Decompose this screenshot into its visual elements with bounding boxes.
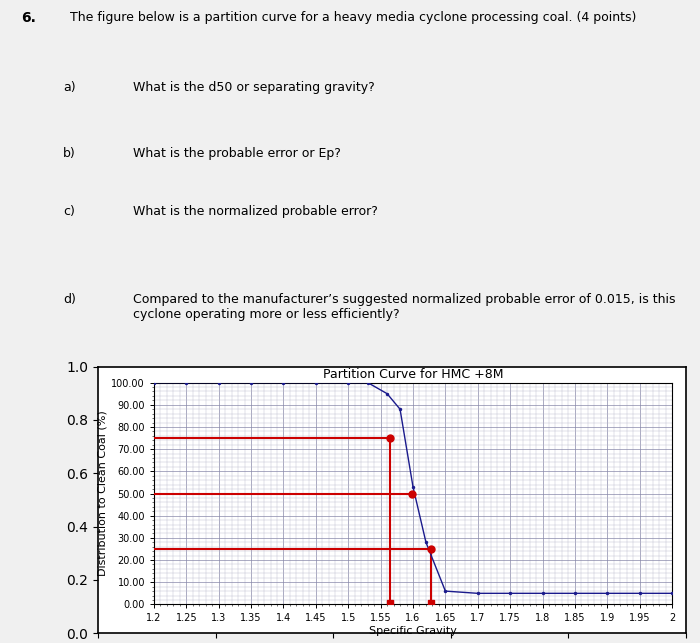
Text: c): c) xyxy=(63,205,75,218)
Text: What is the normalized probable error?: What is the normalized probable error? xyxy=(133,205,378,218)
X-axis label: Specific Gravity: Specific Gravity xyxy=(369,626,457,636)
Text: What is the probable error or Ep?: What is the probable error or Ep? xyxy=(133,147,341,159)
Text: d): d) xyxy=(63,293,76,306)
Text: The figure below is a partition curve for a heavy media cyclone processing coal.: The figure below is a partition curve fo… xyxy=(70,11,636,24)
Text: a): a) xyxy=(63,80,76,94)
Text: What is the d50 or separating gravity?: What is the d50 or separating gravity? xyxy=(133,80,374,94)
Y-axis label: Distribution to Clean Coal (%): Distribution to Clean Coal (%) xyxy=(97,411,107,576)
Title: Partition Curve for HMC +8M: Partition Curve for HMC +8M xyxy=(323,368,503,381)
Text: 6.: 6. xyxy=(21,11,36,25)
Text: b): b) xyxy=(63,147,76,159)
Text: Compared to the manufacturer’s suggested normalized probable error of 0.015, is : Compared to the manufacturer’s suggested… xyxy=(133,293,675,322)
